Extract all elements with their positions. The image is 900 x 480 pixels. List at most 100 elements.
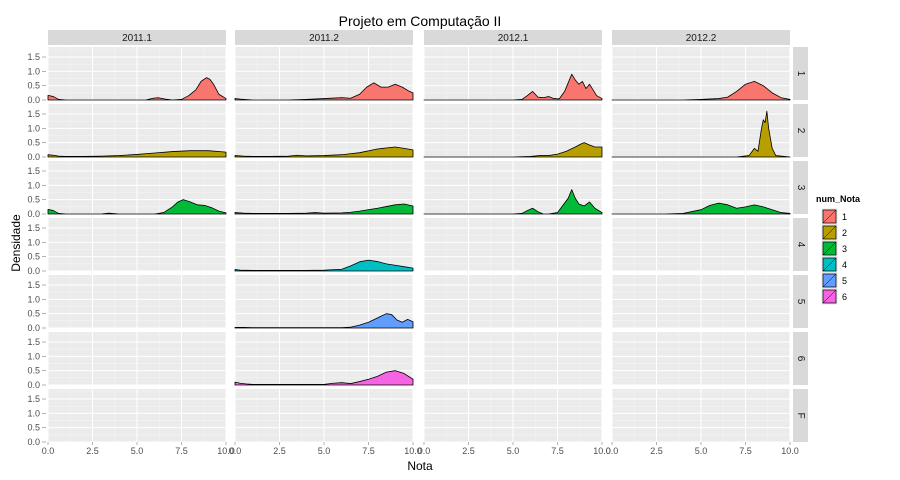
x-tick-label: 2.5 (273, 446, 286, 456)
y-tick-label: 1.5 (27, 166, 40, 176)
x-tick-label: 5.0 (318, 446, 331, 456)
y-tick-label: 0.0 (27, 266, 40, 276)
x-tick-label: 10.0 (593, 446, 611, 456)
legend-key-slash (822, 289, 837, 304)
x-tick-label: 10.0 (781, 446, 799, 456)
facet-strip-row-label: F (795, 412, 806, 418)
facet-strip-row-label: 3 (795, 185, 806, 191)
density-area (47, 77, 227, 101)
x-tick-label: 7.5 (175, 446, 188, 456)
density-area (234, 203, 414, 215)
x-tick-label: 7.5 (551, 446, 564, 456)
y-tick-label: 1.5 (27, 223, 40, 233)
x-tick-label: 0.0 (418, 446, 431, 456)
density-area (234, 370, 414, 386)
density-area (423, 73, 603, 101)
legend-label: 2 (842, 228, 847, 238)
x-tick-label: 2.5 (650, 446, 663, 456)
legend-label: 5 (842, 276, 847, 286)
density-area (47, 150, 227, 158)
legend-label: 4 (842, 260, 847, 270)
facet-strip-row (793, 47, 808, 100)
facet-strip-row-label: 4 (795, 242, 806, 248)
y-tick-label: 1.5 (27, 337, 40, 347)
y-tick-label: 0.0 (27, 437, 40, 447)
x-tick-label: 2.5 (86, 446, 99, 456)
facet-strip-row-label: 6 (795, 356, 806, 362)
density-area (423, 142, 603, 158)
legend-title: num_Nota (816, 194, 861, 204)
density-area (234, 146, 414, 158)
y-tick-label: 1.0 (27, 408, 40, 418)
x-tick-label: 5.0 (507, 446, 520, 456)
x-tick-label: 5.0 (695, 446, 708, 456)
density-area (234, 259, 414, 272)
legend-key-slash (822, 273, 837, 288)
x-tick-label: 2.5 (462, 446, 475, 456)
facet-strip-row-label: 1 (795, 71, 806, 77)
y-tick-label: 1.0 (27, 351, 40, 361)
facet-strip-col (424, 30, 602, 45)
y-tick-label: 0.5 (27, 423, 40, 433)
facet-strip-row (793, 218, 808, 271)
x-tick-label: 0.0 (229, 446, 242, 456)
x-tick-label: 10.0 (404, 446, 422, 456)
x-tick-label: 7.5 (739, 446, 752, 456)
density-area (423, 189, 603, 215)
facet-strip-col (612, 30, 790, 45)
y-tick-label: 1.5 (27, 280, 40, 290)
x-tick-label: 0.0 (42, 446, 55, 456)
legend-label: 1 (842, 212, 847, 222)
facet-strip-col (48, 30, 226, 45)
facet-strip-row (793, 104, 808, 157)
y-tick-label: 0.0 (27, 323, 40, 333)
y-tick-label: 0.0 (27, 380, 40, 390)
legend-key-slash (822, 241, 837, 256)
facet-strip-row-label: 5 (795, 299, 806, 305)
x-tick-label: 0.0 (606, 446, 619, 456)
density-area (234, 82, 414, 101)
y-tick-label: 1.5 (27, 394, 40, 404)
y-tick-label: 0.5 (27, 366, 40, 376)
y-tick-label: 1.0 (27, 237, 40, 247)
chart-title: Projeto em Computação II (339, 13, 502, 29)
facet-strip-col-label: 2012.2 (686, 33, 717, 44)
x-tick-label: 10.0 (217, 446, 235, 456)
facet-strip-col-label: 2012.1 (498, 33, 529, 44)
legend-key-slash (822, 225, 837, 240)
density-area (611, 110, 791, 158)
y-tick-label: 1.5 (27, 109, 40, 119)
facet-strip-row (793, 332, 808, 385)
legend-key-slash (822, 257, 837, 272)
y-tick-label: 0.5 (27, 138, 40, 148)
x-tick-label: 5.0 (131, 446, 144, 456)
x-axis-title: Nota (407, 459, 433, 473)
legend-label: 3 (842, 244, 847, 254)
legend-label: 6 (842, 292, 847, 302)
legend-key-slash (822, 209, 837, 224)
facet-strip-col-label: 2011.1 (122, 33, 152, 44)
y-tick-label: 1.0 (27, 294, 40, 304)
y-tick-label: 0.5 (27, 309, 40, 319)
y-tick-label: 0.5 (27, 195, 40, 205)
y-tick-label: 1.0 (27, 66, 40, 76)
density-area (47, 199, 227, 215)
facet-strip-row (793, 389, 808, 442)
y-tick-label: 1.0 (27, 180, 40, 190)
facet-strip-row (793, 275, 808, 328)
facet-strip-col-label: 2011.2 (309, 33, 339, 44)
y-tick-label: 0.0 (27, 209, 40, 219)
y-axis-title: Densidade (9, 214, 23, 272)
facet-strip-col (235, 30, 413, 45)
y-tick-label: 1.5 (27, 52, 40, 62)
density-area (611, 80, 791, 101)
y-tick-label: 1.0 (27, 123, 40, 133)
facet-strip-row (793, 161, 808, 214)
facet-strip-row-label: 2 (795, 128, 806, 134)
y-tick-label: 0.0 (27, 95, 40, 105)
y-tick-label: 0.5 (27, 81, 40, 91)
x-tick-label: 7.5 (362, 446, 375, 456)
density-area (611, 202, 791, 215)
density-area (234, 313, 414, 329)
y-tick-label: 0.5 (27, 252, 40, 262)
